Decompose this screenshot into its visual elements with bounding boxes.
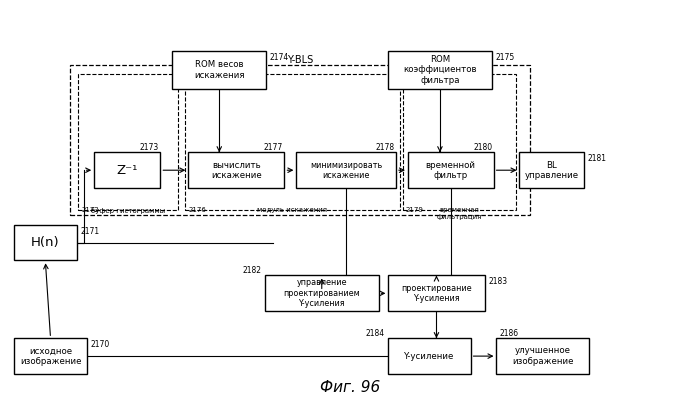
Text: ROM
коэффициентов
фильтра: ROM коэффициентов фильтра (403, 55, 477, 85)
Text: 2184: 2184 (365, 329, 385, 338)
Text: модуль искажения: модуль искажения (257, 207, 327, 213)
Text: Фиг. 96: Фиг. 96 (320, 380, 380, 395)
Bar (172, 51, 266, 89)
Text: управление
проектированием
Y-усиления: управление проектированием Y-усиления (284, 278, 360, 308)
Bar (94, 152, 160, 188)
Bar (389, 51, 491, 89)
Bar (14, 225, 77, 260)
Text: 2186: 2186 (500, 329, 519, 338)
Bar (403, 74, 516, 210)
Text: 2181: 2181 (587, 154, 606, 163)
Text: 2170: 2170 (90, 340, 110, 349)
Text: 2172: 2172 (82, 207, 99, 213)
Bar (14, 338, 87, 374)
Text: Y-BLS: Y-BLS (287, 55, 313, 65)
Text: 2180: 2180 (473, 143, 492, 152)
Text: 2183: 2183 (488, 278, 508, 286)
Bar (389, 276, 484, 311)
Text: 2171: 2171 (80, 227, 99, 236)
Text: временная
фильтрация: временная фильтрация (437, 207, 482, 220)
Text: исходное
изображение: исходное изображение (20, 346, 81, 366)
Bar (296, 152, 396, 188)
Bar (265, 276, 379, 311)
Text: ROM весов
искажения: ROM весов искажения (194, 60, 244, 80)
Text: 2177: 2177 (264, 143, 283, 152)
Bar (519, 152, 584, 188)
Text: 2173: 2173 (140, 143, 159, 152)
Text: 2179: 2179 (406, 207, 424, 213)
Text: Y-усиление: Y-усиление (405, 352, 455, 361)
Text: Z⁻¹: Z⁻¹ (116, 164, 138, 177)
Text: минимизировать
искажение: минимизировать искажение (310, 160, 382, 180)
Text: проектирование
Y-усиления: проектирование Y-усиления (401, 284, 472, 303)
Text: H(n): H(n) (31, 236, 60, 249)
Bar (408, 152, 493, 188)
Bar (389, 338, 470, 374)
Text: BL
управление: BL управление (524, 160, 579, 180)
Text: 2175: 2175 (495, 53, 514, 62)
Text: вычислить
искажение: вычислить искажение (211, 160, 262, 180)
Bar (188, 152, 284, 188)
Bar (70, 65, 530, 215)
Text: 2174: 2174 (270, 53, 289, 62)
Bar (78, 74, 178, 210)
Text: 2176: 2176 (188, 207, 206, 213)
Text: 2178: 2178 (375, 143, 395, 152)
Bar (185, 74, 400, 210)
Bar (496, 338, 589, 374)
Text: временной
фильтр: временной фильтр (426, 160, 476, 180)
Text: буфер гистограммы: буфер гистограммы (91, 207, 165, 214)
Text: улучшенное
изображение: улучшенное изображение (512, 346, 573, 366)
Text: 2182: 2182 (242, 266, 262, 276)
